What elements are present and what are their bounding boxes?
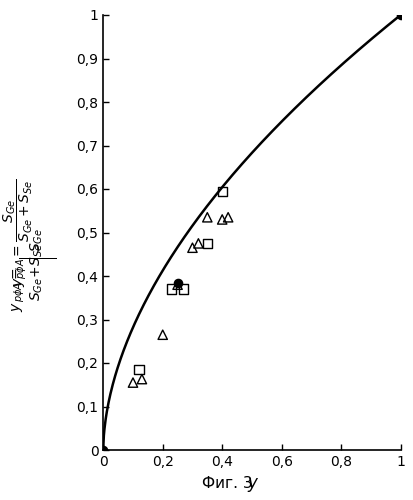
Point [180,285,187,293]
Point [204,214,211,222]
Point [397,11,404,19]
Point [100,446,107,454]
Point [219,187,225,195]
Point [189,244,196,252]
Point [195,240,202,248]
Point [174,280,181,288]
Point [225,214,231,222]
Point [139,375,145,383]
Text: $y_{\,\mathit{р\phi A}}=$: $y_{\,\mathit{р\phi A}}=$ [10,268,27,312]
Point [159,330,166,338]
Point [219,216,225,224]
Point [174,278,181,286]
Text: Фиг. 3: Фиг. 3 [202,476,252,490]
Text: $S_{\mathit{Ge}}\!+\!S_{\mathit{Se}}$: $S_{\mathit{Ge}}\!+\!S_{\mathit{Se}}$ [29,244,45,302]
Point [130,378,136,386]
Text: $\overline{\quad\quad\quad}$: $\overline{\quad\quad\quad}$ [18,251,57,264]
Y-axis label: $y_{\mathit{р\phi A}} = \dfrac{S_{\mathit{Ge}}}{S_{\mathit{Ge}}+S_{\mathit{Se}}}: $y_{\mathit{р\phi A}} = \dfrac{S_{\mathi… [2,178,35,286]
Text: y: y [247,474,257,492]
Point [135,366,142,374]
Text: $S_{\mathit{Ge}}$: $S_{\mathit{Ge}}$ [29,228,45,252]
Point [169,285,175,293]
Point [204,240,211,248]
